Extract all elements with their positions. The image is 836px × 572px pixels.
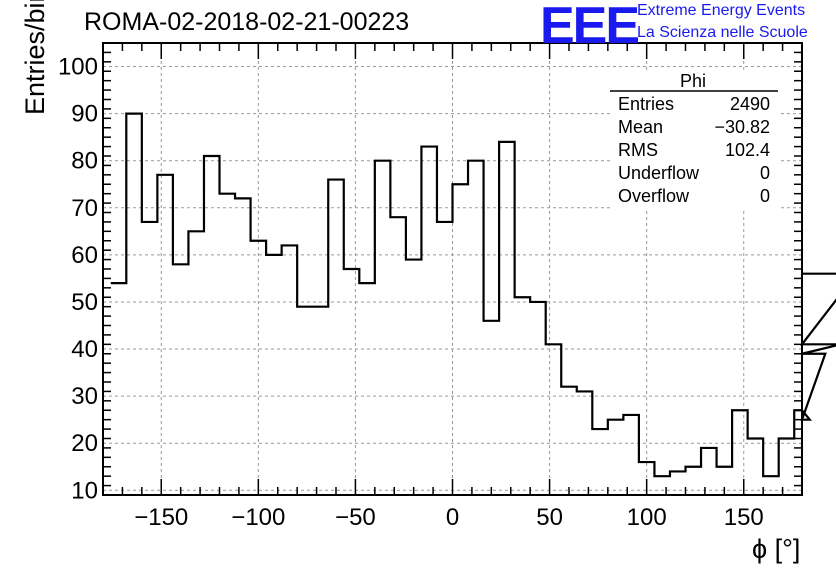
chart-title: ROMA-02-2018-02-21-00223 (84, 8, 410, 36)
y-tick-label: 30 (71, 383, 98, 410)
x-axis-label: ϕ [°] (752, 534, 801, 564)
y-axis-label: Entries/bin (20, 0, 50, 115)
stats-box: Phi Entries 2490 Mean −30.82 RMS 102.4 Underflo… (610, 71, 780, 211)
grid-lines (103, 43, 802, 495)
stats-row-value: 2490 (730, 94, 770, 114)
eee-logo: EEE (540, 0, 640, 55)
y-tick-label: 90 (71, 101, 98, 128)
y-tick-label: 60 (71, 242, 98, 269)
plot-frame (102, 42, 803, 496)
stats-row-label: Entries (618, 94, 674, 114)
axis-ticks (102, 42, 803, 496)
x-tick-label: −100 (231, 504, 285, 531)
stats-row-value: 102.4 (725, 140, 770, 160)
y-tick-label: 40 (71, 336, 98, 363)
x-tick-label: 100 (627, 504, 667, 531)
y-tick-label: 100 (58, 54, 98, 81)
x-tick-label: 50 (536, 504, 563, 531)
stats-header: Phi (680, 71, 706, 91)
x-tick-label: −150 (134, 504, 188, 531)
y-tick-label: 50 (71, 289, 98, 316)
stats-row-value: 0 (760, 186, 770, 206)
stats-row-label: Underflow (618, 163, 700, 183)
stats-row-value: 0 (760, 163, 770, 183)
stats-row-label: RMS (618, 140, 658, 160)
logo-text-line2: La Scienza nelle Scuole (637, 24, 808, 41)
tick-labels: 10 20 30 40 50 60 70 80 90 100 −150 −100 −50 0 50 100 15… (58, 54, 764, 531)
stats-row-value: −30.82 (714, 117, 770, 137)
y-tick-label: 70 (71, 195, 98, 222)
y-tick-label: 20 (71, 430, 98, 457)
x-tick-label: 0 (446, 504, 459, 531)
x-tick-label: 150 (724, 504, 764, 531)
stats-row-label: Overflow (618, 186, 690, 206)
logo-text-line1: Extreme Energy Events (637, 2, 806, 19)
stats-box-background (610, 71, 780, 211)
y-tick-label: 80 (71, 148, 98, 175)
y-tick-label: 10 (71, 477, 98, 504)
histogram-line (110, 112, 836, 478)
stats-row-label: Mean (618, 117, 663, 137)
x-tick-label: −50 (335, 504, 376, 531)
